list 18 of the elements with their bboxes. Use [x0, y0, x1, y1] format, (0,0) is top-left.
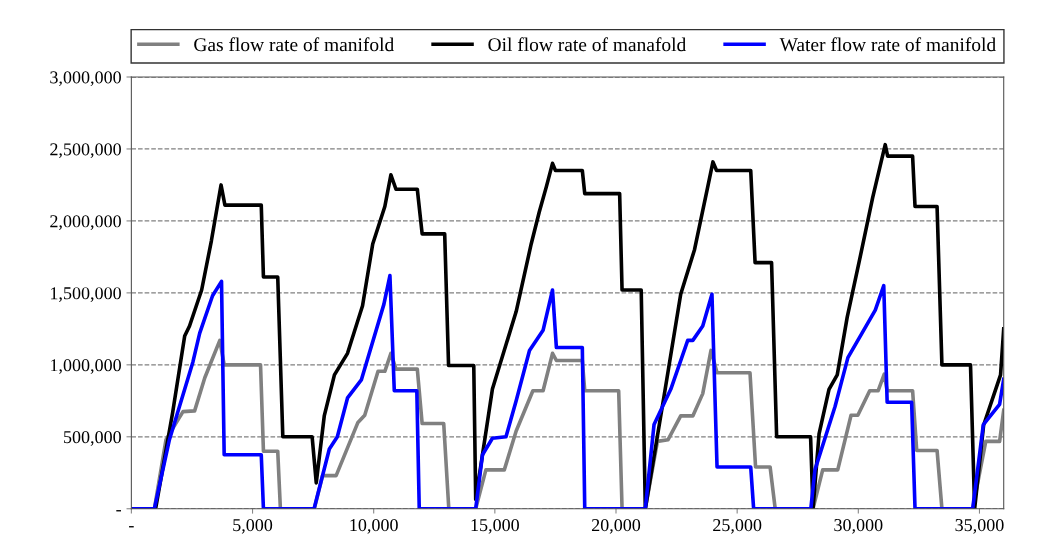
legend-label: Oil flow rate of manafold [488, 37, 687, 52]
x-tick-label: 15,000 [471, 518, 519, 534]
x-tick-label: 25,000 [713, 518, 762, 534]
y-tick-label: 2,000,000 [50, 215, 121, 230]
x-tick-label: 10,000 [350, 518, 398, 534]
x-tick-label: 20,000 [591, 518, 641, 534]
legend-label: Water flow rate of manifold [779, 37, 996, 52]
x-tick-label: - [129, 526, 134, 528]
y-tick-label: 1,500,000 [51, 287, 121, 302]
legend-label: Gas flow rate of manifold [194, 37, 394, 52]
y-tick-label: 3,000,000 [50, 71, 121, 87]
y-tick-label: 1,000,000 [51, 359, 121, 374]
y-tick-label: 2,500,000 [50, 143, 121, 158]
y-tick-label: - [116, 510, 121, 512]
y-tick-label: 500,000 [64, 431, 121, 446]
x-tick-label: 30,000 [834, 518, 883, 534]
x-tick-label: 5,000 [233, 518, 273, 534]
x-tick-label: 35,000 [955, 518, 1004, 534]
